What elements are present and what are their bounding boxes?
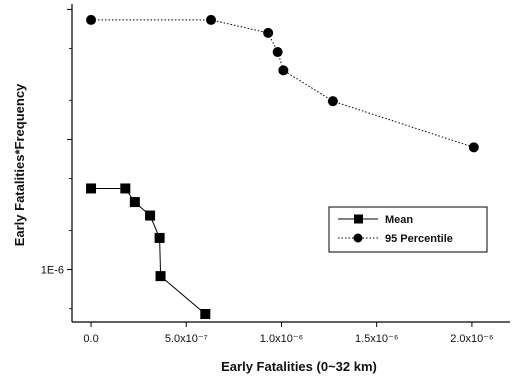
square-marker [145, 210, 156, 221]
x-tick-label: 1.0x10⁻⁶ [260, 333, 303, 345]
legend-label: 95 Percentile [385, 233, 453, 245]
x-tick-label: 2.0x10⁻⁶ [450, 333, 493, 345]
legend-label: Mean [385, 214, 413, 226]
x-axis-title: Early Fatalities (0~32 km) [221, 359, 377, 374]
square-marker [129, 197, 140, 208]
square-marker [86, 183, 97, 194]
series-95-percentile [86, 14, 479, 153]
circle-marker [86, 14, 97, 25]
circle-marker [327, 96, 338, 107]
legend: Mean 95 Percentile [328, 206, 488, 253]
square-marker [120, 183, 131, 194]
circle-marker [468, 142, 479, 153]
y-axis-title: Early Fatalities*Frequency [12, 83, 27, 246]
series-layer [86, 14, 479, 320]
square-marker [155, 271, 166, 282]
series-mean [86, 183, 211, 320]
legend-circle-marker [353, 233, 363, 243]
square-marker [200, 309, 211, 320]
circle-marker [278, 65, 289, 76]
plot-frame [71, 4, 510, 323]
ticks-layer: 0.0 5.0x10⁻⁷ 1.0x10⁻⁶ 1.5x10⁻⁶ 2.0x10⁻⁶ 1E-6 [41, 8, 494, 345]
x-tick-label: 0.0 [83, 333, 98, 345]
circle-marker [206, 14, 217, 25]
legend-square-marker [354, 214, 363, 224]
square-marker [154, 232, 165, 243]
circle-marker [272, 47, 283, 58]
x-tick-label: 1.5x10⁻⁶ [355, 333, 398, 345]
y-tick-label: 1E-6 [41, 265, 64, 277]
circle-marker [263, 27, 274, 38]
x-tick-label: 5.0x10⁻⁷ [165, 333, 208, 345]
